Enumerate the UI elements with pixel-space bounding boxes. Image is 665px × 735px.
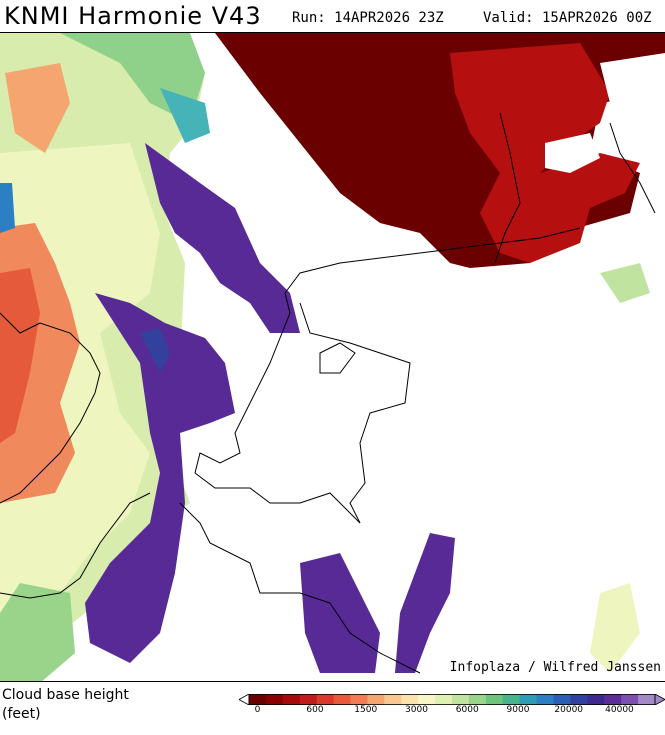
northeast-clear xyxy=(600,53,665,143)
colorbar-swatch xyxy=(502,694,521,705)
colorbar-swatch xyxy=(333,694,351,705)
colorbar-tick-label: 20000 xyxy=(554,705,584,715)
colorbar-swatch xyxy=(367,694,385,705)
west-green-band xyxy=(0,583,75,681)
legend-unit: (feet) xyxy=(2,706,41,722)
high-cloud-north xyxy=(215,33,665,268)
west-red-core xyxy=(0,268,40,443)
colorbar-swatch xyxy=(265,694,284,705)
colorbar-swatch xyxy=(519,694,538,705)
run-time: Run: 14APR2026 23Z xyxy=(292,10,444,26)
colorbar-tick-label: 3000 xyxy=(405,705,428,715)
colorbar-right-arrow xyxy=(654,694,665,705)
colorbar-swatch xyxy=(384,694,402,705)
page-title: KNMI Harmonie V43 xyxy=(4,2,262,30)
colorbar-frame xyxy=(248,694,656,705)
colorbar-swatch xyxy=(621,694,639,705)
colorbar-swatch xyxy=(587,694,605,705)
west-orange-top xyxy=(5,63,70,153)
colorbar-tick-label: 0 xyxy=(254,705,261,715)
colorbar-swatch xyxy=(418,694,436,705)
colorbar-swatch xyxy=(299,694,318,705)
west-blue-edge xyxy=(0,183,15,233)
low-cloud-purple xyxy=(85,143,455,673)
legend-variable: Cloud base height (feet) xyxy=(2,686,129,724)
colorbar-swatch xyxy=(536,694,554,705)
colorbar-tick-label: 1500 xyxy=(354,705,378,715)
colorbar-tick-label: 9000 xyxy=(506,705,530,715)
colorbar-labels: 0 600 1500 3000 6000 9000 20000 40000 xyxy=(239,705,665,719)
header: KNMI Harmonie V43 Run: 14APR2026 23Z Val… xyxy=(0,0,665,32)
colorbar-swatch xyxy=(452,694,470,705)
east-green-patch xyxy=(600,263,650,303)
valid-time: Valid: 15APR2026 00Z xyxy=(483,10,652,26)
colorbar-swatch xyxy=(485,694,504,705)
west-teal-patch xyxy=(160,88,210,143)
colorbar-swatch xyxy=(468,694,487,705)
colorbar-swatch xyxy=(638,694,656,705)
west-cloud-field xyxy=(0,33,210,681)
colorbar-left-arrow xyxy=(239,694,250,705)
colorbar-swatch xyxy=(401,694,419,705)
legend-area: Cloud base height (feet) 0 600 1500 3000 600… xyxy=(0,682,665,735)
weather-map: Infoplaza / Wilfred Janssen xyxy=(0,32,665,682)
colorbar-swatch xyxy=(282,694,301,705)
colorbar-tick-label: 600 xyxy=(306,705,324,715)
colorbar-swatch xyxy=(316,694,335,705)
colorbar-swatch xyxy=(553,694,571,705)
colorbar-swatch xyxy=(604,694,622,705)
colorbar-tick-label: 40000 xyxy=(605,705,634,715)
map-credit: Infoplaza / Wilfred Janssen xyxy=(449,660,661,675)
southeast-yellow-patch xyxy=(590,583,640,673)
coastlines xyxy=(0,112,656,674)
colorbar xyxy=(239,694,665,705)
colorbar-tick-label: 6000 xyxy=(455,705,479,715)
colorbar-swatch xyxy=(435,694,453,705)
legend-variable-name: Cloud base height xyxy=(2,687,129,703)
map-canvas xyxy=(0,33,665,681)
north-white-gap xyxy=(545,133,600,173)
colorbar-swatch xyxy=(570,694,588,705)
colorbar-swatch xyxy=(350,694,368,705)
colorbar-swatch xyxy=(249,694,267,705)
